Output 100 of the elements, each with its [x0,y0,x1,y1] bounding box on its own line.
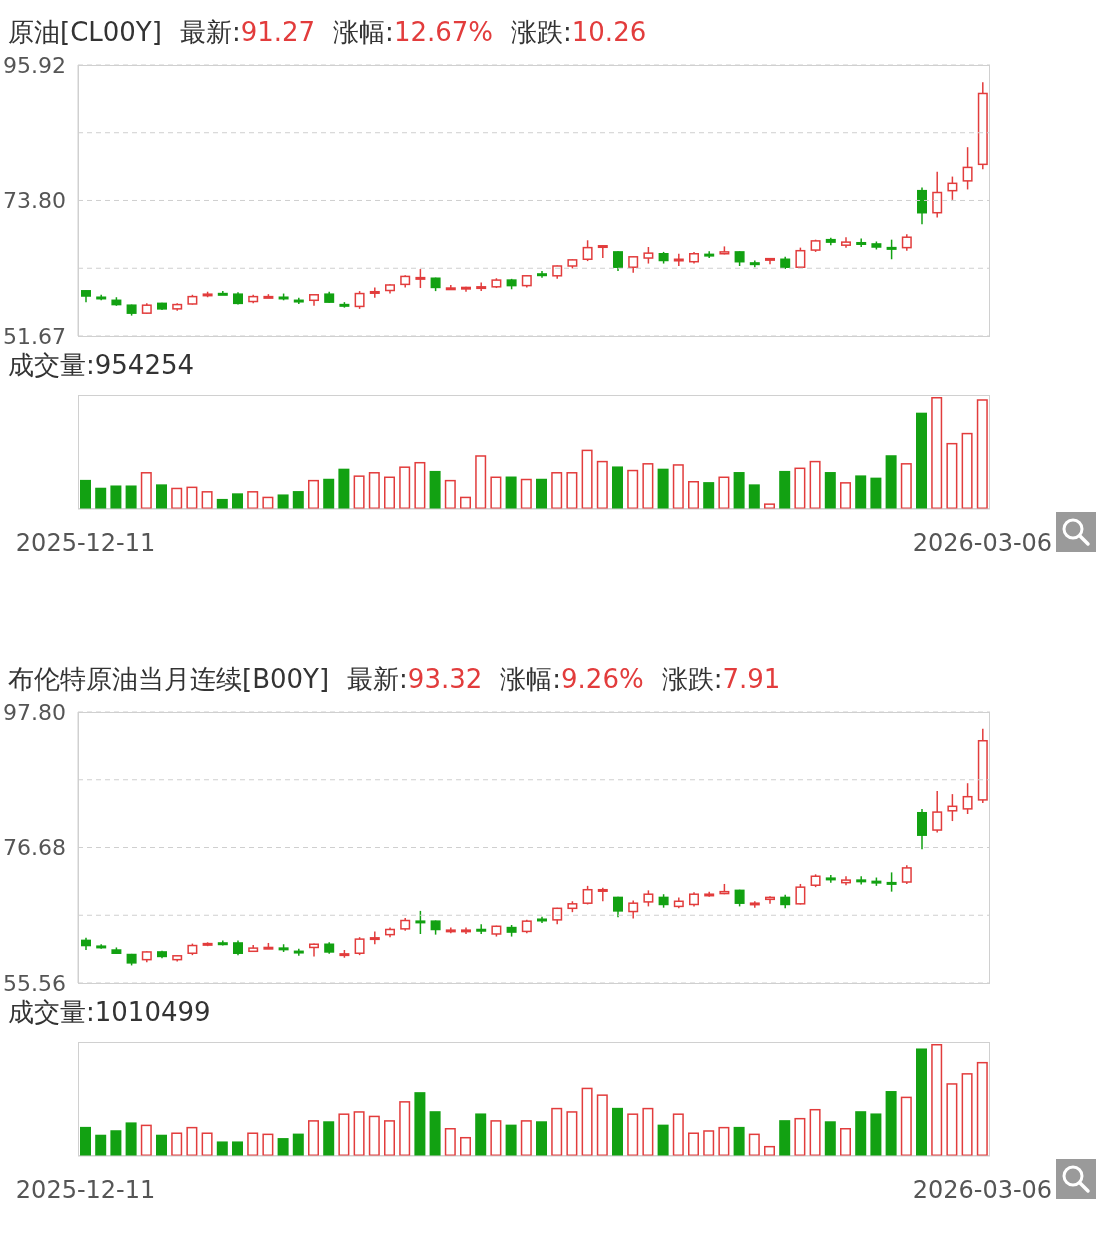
y-tick-label: 95.92 [3,52,66,78]
bar [490,1120,502,1156]
bar [748,484,760,509]
chart-title: 成交量:1010499 [8,995,211,1029]
candlestick [917,186,927,226]
bar [931,1044,943,1156]
chart-title: 成交量:954254 [8,348,195,382]
text: 涨跌:7.91 [661,662,781,696]
candlestick [886,871,897,893]
bar [672,464,684,509]
x-tick-label: 2026-03-06 [912,529,1053,557]
bar [232,1141,243,1156]
bar [946,442,958,509]
text: 最新:93.32 [347,662,483,696]
bar [779,1120,791,1156]
bar [444,479,456,509]
bar [855,1111,867,1156]
y-tick-label: 76.68 [3,835,66,861]
bar [414,1092,426,1156]
candlestick [962,782,973,815]
bar [976,1061,988,1156]
y-tick-label: 51.67 [3,323,66,349]
bar [262,1133,274,1156]
bar [520,1120,532,1156]
bar [961,432,973,509]
bar [566,472,578,509]
bar [718,476,730,509]
bar [156,1134,167,1156]
bar [794,467,806,509]
bar [566,1111,578,1156]
bar [688,481,699,509]
bar [368,472,380,509]
bar [368,1115,380,1156]
bar [900,1096,912,1156]
bar [627,1113,639,1156]
bar [733,472,745,509]
candlestick [932,790,943,834]
text: 涨跌:10.26 [511,15,647,49]
candlestick [476,923,487,935]
bar [612,466,623,509]
chart-title: 原油[CL00Y] [8,15,162,49]
candlestick [856,875,867,886]
bar [399,466,411,509]
bar [110,485,122,509]
bar [80,1126,91,1156]
bar [186,1126,198,1156]
bar [353,1111,365,1156]
bar [824,1121,836,1156]
bar [384,1120,395,1156]
candlestick [917,808,927,851]
candlestick [673,253,684,267]
bar [976,399,988,509]
y-tick-label: 97.80 [3,699,66,725]
bar [277,1138,289,1156]
bar [779,470,791,509]
bar [338,468,350,509]
bar [703,1130,715,1156]
bar [657,468,669,509]
candlestick [947,175,958,201]
bar [536,478,547,509]
bar [384,476,395,509]
bar [277,494,289,509]
bar [733,1126,745,1156]
candlestick [369,286,380,299]
bar [581,449,593,509]
bar [505,1124,517,1156]
bar [596,460,608,509]
bar [140,1124,152,1156]
text: 涨幅:9.26% [500,662,644,696]
bar [186,486,198,509]
bar [551,1107,563,1156]
bar [551,472,563,509]
bar [95,487,107,509]
bar [703,482,715,509]
bar [125,1122,137,1156]
bar [353,475,365,509]
bar [323,1121,335,1156]
bar [840,482,851,509]
bar [900,463,912,509]
bar [110,1130,122,1156]
bar [657,1124,669,1156]
bar [475,1113,487,1156]
bar [414,461,426,509]
bar [292,1133,304,1156]
candlestick [795,883,806,906]
bar [171,487,183,509]
bar [885,1091,897,1156]
bar [125,485,137,509]
candlestick [886,238,897,261]
candlestick [597,244,608,259]
bar [794,1117,806,1156]
bar [824,472,836,509]
y-tick-label: 73.80 [3,188,66,214]
bar [429,470,441,509]
bar [931,397,943,509]
candlestick [613,250,623,272]
bar [961,1073,973,1156]
bar [581,1087,593,1156]
candlestick [901,864,912,885]
bar [308,1120,319,1156]
